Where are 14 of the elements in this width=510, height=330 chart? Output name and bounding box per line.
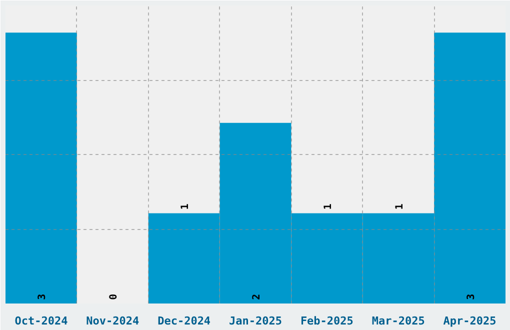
data-label: 3	[37, 294, 48, 300]
x-tick-label: Mar-2025	[372, 314, 425, 328]
x-tick-label: Feb-2025	[300, 314, 354, 328]
x-tick-label: Jan-2025	[229, 314, 282, 328]
data-label: 1	[322, 204, 334, 210]
x-tick-label: Nov-2024	[86, 314, 140, 328]
data-label: 3	[466, 294, 477, 300]
x-tick-label: Apr-2025	[443, 314, 496, 328]
x-tick-label: Dec-2024	[158, 314, 211, 328]
data-label: 1	[394, 204, 406, 210]
data-label: 2	[252, 294, 262, 300]
x-tick-label: Oct-2024	[14, 314, 68, 328]
data-label: 1	[180, 204, 192, 210]
data-label: 0	[108, 294, 120, 300]
